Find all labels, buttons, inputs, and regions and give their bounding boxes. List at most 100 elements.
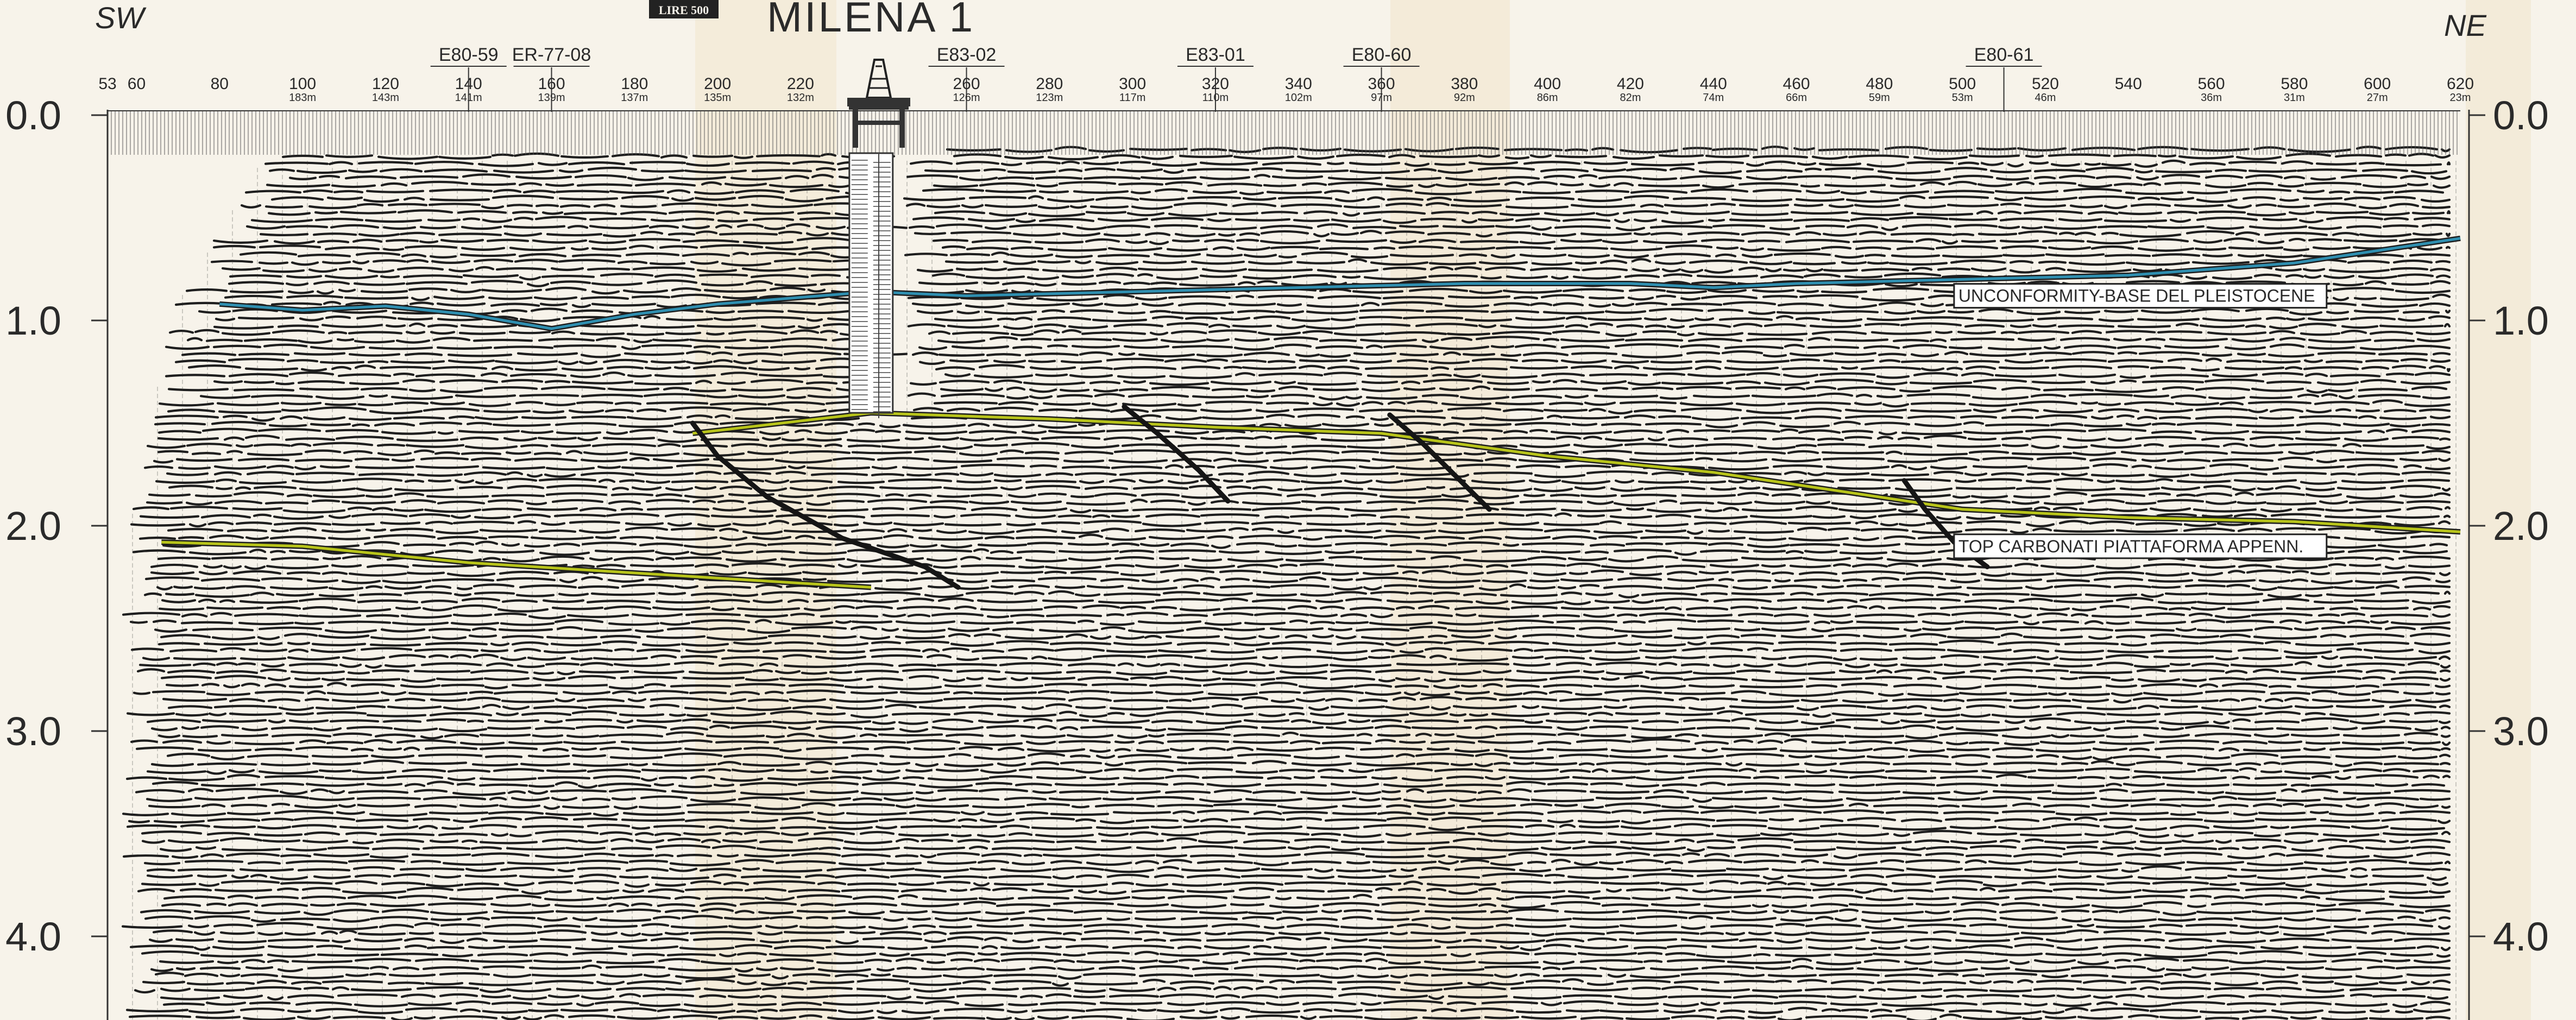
shotpoint-label: 53 <box>98 75 116 93</box>
shotpoint-label: 480 <box>1866 75 1893 93</box>
time-tick-label-left: 0.0 <box>5 93 61 138</box>
stamp-text: LIRE 500 <box>659 3 709 17</box>
shotpoint-label: 180 <box>621 75 648 93</box>
shotpoint-label: 300 <box>1119 75 1146 93</box>
water-depth-label: 82m <box>1620 92 1641 104</box>
time-tick-label-left: 1.0 <box>5 298 61 343</box>
fault-line <box>1122 404 1231 504</box>
time-axis: 0.0 0.0 1.0 1.0 2.0 2.0 3.0 3.0 4.0 4.0 <box>5 93 2549 1020</box>
well-column <box>847 59 910 418</box>
shotpoint-label: 120 <box>372 75 399 93</box>
shotpoint-label: 520 <box>2032 75 2059 93</box>
shotpoint-label: 320 <box>1202 75 1229 93</box>
horizon-label-layer: UNCONFORMITY-BASE DEL PLEISTOCENE TOP CAR… <box>1953 283 2328 559</box>
shotpoint-label: 360 <box>1368 75 1395 93</box>
water-depth-label: 110m <box>1202 92 1229 104</box>
shotpoint-label: 140 <box>455 75 482 93</box>
water-depth-label: 143m <box>372 92 399 104</box>
shotpoint-label: 160 <box>538 75 565 93</box>
wiggle-reflectors <box>121 146 2451 1020</box>
water-depth-label: 36m <box>2201 92 2222 104</box>
time-tick-label-right: 1.0 <box>2493 298 2549 343</box>
shotpoint-label: 260 <box>953 75 980 93</box>
shotpoint-label: 280 <box>1036 75 1063 93</box>
fault-layer <box>690 404 1990 590</box>
water-depth-label: 86m <box>1537 92 1558 104</box>
water-depth-label: 97m <box>1371 92 1392 104</box>
shotpoint-label: 220 <box>787 75 814 93</box>
horizon-label-box <box>1953 533 2328 559</box>
water-depth-label: 27m <box>2367 92 2388 104</box>
water-depth-label: 92m <box>1454 92 1475 104</box>
trace-marks <box>132 161 2457 1019</box>
water-depth-label: 126m <box>953 92 980 104</box>
shotpoint-label: 540 <box>2115 75 2142 93</box>
shotpoint-label: 80 <box>211 75 229 93</box>
shotpoint-label: 200 <box>704 75 731 93</box>
time-tick-label-right: 0.0 <box>2493 93 2549 138</box>
well-log-marks <box>851 160 891 412</box>
horizon-layer <box>161 235 2461 590</box>
time-tick-label-left: 4.0 <box>5 914 61 959</box>
fault-line <box>690 420 961 590</box>
water-depth-label: 141m <box>455 92 482 104</box>
shotpoint-label: 600 <box>2364 75 2391 93</box>
seismic-traces <box>107 111 2458 1020</box>
water-depth-label: 139m <box>538 92 565 104</box>
shotpoint-label: 580 <box>2281 75 2308 93</box>
shotpoint-label: 400 <box>1534 75 1561 93</box>
shotpoint-label: 440 <box>1700 75 1727 93</box>
time-tick-label-left: 2.0 <box>5 503 61 549</box>
water-depth-label: 66m <box>1786 92 1807 104</box>
water-depth-label: 59m <box>1869 92 1890 104</box>
shotpoint-label: 460 <box>1783 75 1810 93</box>
crossing-line-label: E80-59 <box>439 45 499 65</box>
shotpoint-label: 100 <box>289 75 316 93</box>
water-depth-label: 123m <box>1036 92 1063 104</box>
shotpoint-label: 560 <box>2198 75 2225 93</box>
direction-label-sw: SW <box>95 1 147 35</box>
water-depth-label: 117m <box>1119 92 1146 104</box>
direction-label-ne: NE <box>2444 8 2486 42</box>
horizon-line <box>219 237 2461 330</box>
water-depth-label: 31m <box>2284 92 2305 104</box>
crossing-line-label: E83-01 <box>1186 45 1245 65</box>
shotpoint-label: 500 <box>1949 75 1976 93</box>
line-title: MILENA 1 <box>767 0 975 41</box>
crossing-line-label: E80-60 <box>1352 45 1412 65</box>
water-depth-label: 137m <box>621 92 648 104</box>
well-log-hatching <box>851 160 891 412</box>
crossing-lines: E80-59 ER-77-08 E83-02 E83-01 E80-60 E80-61 <box>430 45 2042 112</box>
shotpoint-label: 620 <box>2447 75 2474 93</box>
horizon-label-text: UNCONFORMITY-BASE DEL PLEISTOCENE <box>1958 286 2315 306</box>
horizon-line <box>692 411 2461 533</box>
fault-line <box>1387 412 1492 512</box>
crossing-line-label: E80-61 <box>1974 45 2034 65</box>
time-tick-label-left: 3.0 <box>5 709 61 754</box>
horizon-line <box>161 540 871 589</box>
water-depth-label: 74m <box>1703 92 1724 104</box>
stamp-badge: LIRE 500 <box>649 0 719 18</box>
water-depth-label: 46m <box>2035 92 2056 104</box>
crossing-line-label: ER-77-08 <box>512 45 591 65</box>
water-depth-label: 135m <box>704 92 731 104</box>
time-tick-label-right: 3.0 <box>2493 709 2549 754</box>
water-depth-label: 132m <box>787 92 814 104</box>
crossing-line-label: E83-02 <box>937 45 997 65</box>
water-depth-label: 102m <box>1285 92 1312 104</box>
horizon-label-box <box>1953 283 2328 309</box>
water-depth-label: 183m <box>289 92 316 104</box>
water-depth-label: 23m <box>2450 92 2471 104</box>
horizon-label-text: TOP CARBONATI PIATTAFORMA APPENN. <box>1958 537 2303 556</box>
shotpoint-label: 60 <box>128 75 146 93</box>
shotpoint-label: 420 <box>1617 75 1644 93</box>
shotpoint-label: 340 <box>1285 75 1312 93</box>
time-tick-label-right: 4.0 <box>2493 914 2549 959</box>
time-tick-label-right: 2.0 <box>2493 503 2549 549</box>
paper-stain <box>2466 0 2531 1020</box>
water-depth-label: 53m <box>1952 92 1973 104</box>
shotpoint-label: 380 <box>1451 75 1478 93</box>
drilling-rig-icon <box>847 59 910 148</box>
